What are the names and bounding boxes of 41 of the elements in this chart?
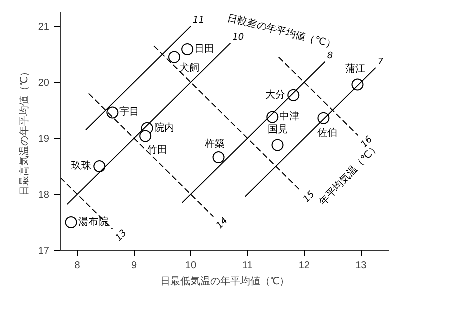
x-tick-label: 8 [74,260,81,272]
x-tick-label: 11 [242,260,254,272]
y-tick-label: 21 [38,22,50,33]
annotation: 佐伯 [318,126,338,139]
annotation: 宇目 [120,106,140,118]
point [94,160,106,172]
y-tick-label: 18 [38,190,50,201]
annotation: 大分 [266,88,286,101]
x-tick-label: 13 [356,260,368,272]
annotation: 竹田 [148,144,168,156]
series-label: 11 [192,16,204,26]
point [272,139,284,152]
point [212,152,225,164]
point [288,89,300,102]
point [168,51,181,64]
annotation: 蒲江 [346,63,366,76]
x-axis-title: 日最低気温の年平均値（℃） [160,276,290,288]
x-tick-label: 12 [298,260,310,272]
annotation: 中津 [280,110,300,123]
annotation: 院内 [154,122,174,134]
text: 14 [215,216,230,232]
point [65,216,78,228]
text: 13 [114,228,130,244]
y-tick-label: 17 [38,246,50,257]
y-axis-title: 日最高気温の年平均値（℃） [18,67,30,196]
point [140,130,152,142]
x-tick-label: 10 [185,260,197,272]
series-label: 10 [232,32,244,43]
y-tick-label: 19 [38,134,50,145]
series-label: 7 [378,57,384,68]
annotation: 杵築 [204,138,225,150]
series-label: 8 [327,51,334,62]
point [106,106,119,119]
annotation: 国見 [268,124,288,136]
text: 15 [302,190,318,206]
annotation: 犬飼 [180,62,200,74]
point [182,43,194,56]
annotation: 日田 [194,44,215,55]
y-tick-label: 20 [38,78,50,89]
annotation: 玖珠 [72,160,92,172]
x-tick-label: 9 [131,260,138,272]
